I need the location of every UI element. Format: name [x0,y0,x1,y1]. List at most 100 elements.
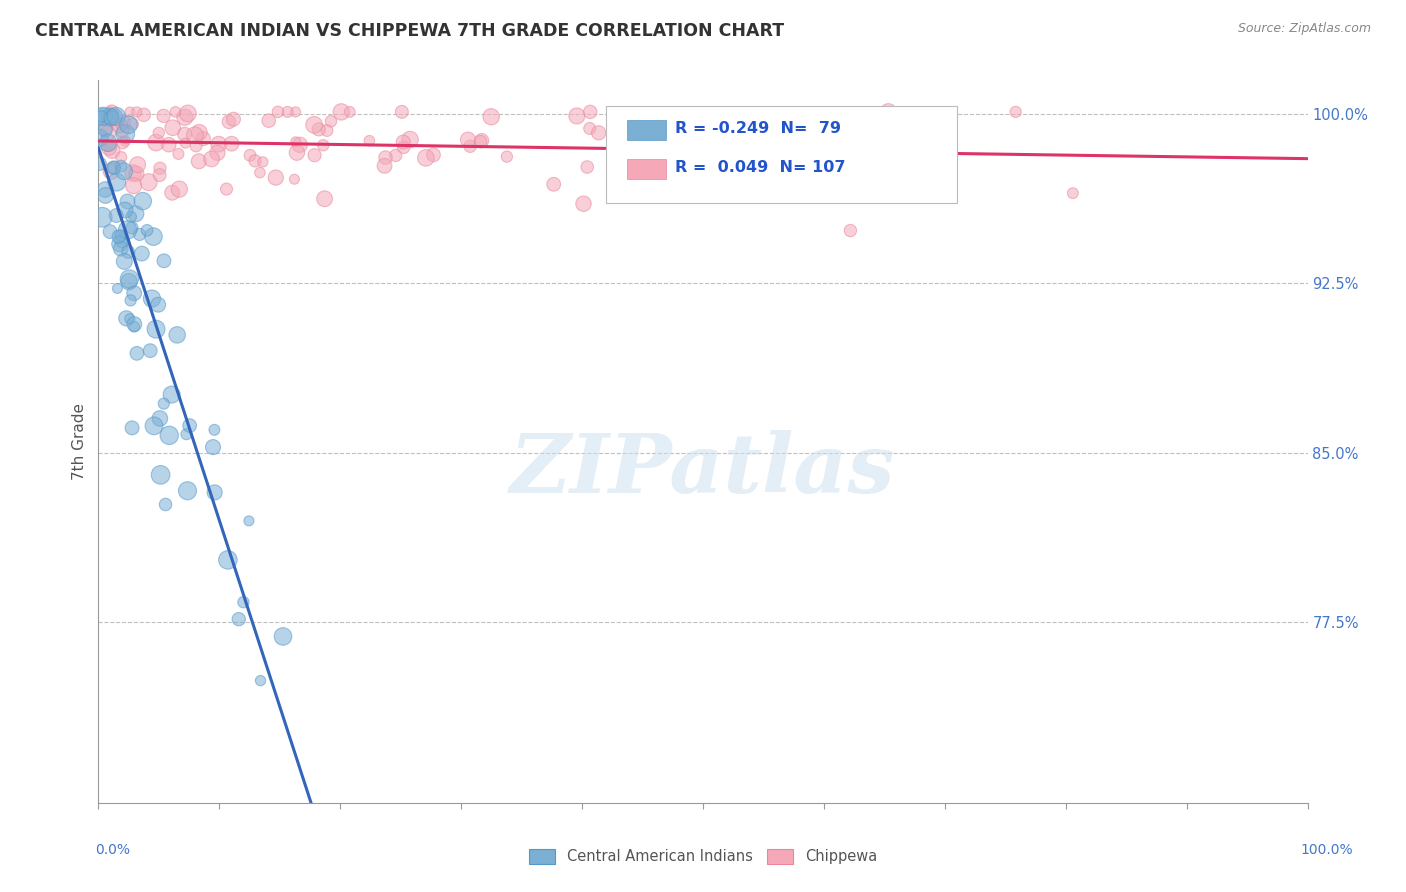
Y-axis label: 7th Grade: 7th Grade [72,403,87,480]
Point [415,151,437,165]
Point [284,135,307,149]
Point [239,148,262,162]
Point [193,131,215,145]
Text: R = -0.249  N=  79: R = -0.249 N= 79 [675,121,841,136]
Point [149,161,172,176]
Point [110,242,132,256]
Point [143,418,166,433]
Point [160,186,183,200]
Point [374,151,396,165]
Point [98,225,121,239]
Point [153,253,176,268]
Point [149,411,172,425]
Point [115,311,138,326]
Point [125,207,148,221]
Point [122,286,145,301]
Point [155,498,177,512]
Point [174,136,197,150]
Point [132,108,155,122]
Point [118,272,141,286]
Point [100,109,122,123]
Point [208,137,231,152]
Point [108,117,131,131]
Point [120,293,142,308]
Point [110,150,132,164]
Point [110,234,132,248]
Point [98,113,121,128]
Point [565,109,588,123]
Point [374,159,396,173]
Point [232,595,254,609]
Text: 0.0%: 0.0% [96,843,131,857]
Point [89,131,111,145]
Point [114,127,136,141]
Point [169,182,191,196]
Point [304,148,326,162]
Point [579,104,602,119]
Point [121,421,143,435]
Legend: Central American Indians, Chippewa: Central American Indians, Chippewa [529,849,877,864]
Point [121,117,143,131]
Point [122,178,145,193]
Point [249,166,271,180]
Point [179,418,201,433]
Point [470,135,492,149]
Point [98,104,121,119]
Point [267,104,290,119]
FancyBboxPatch shape [606,105,957,203]
Point [103,161,125,175]
Point [201,440,224,454]
Point [330,104,353,119]
Point [125,346,148,360]
Point [588,126,610,140]
Point [839,223,862,237]
Point [97,141,120,155]
Point [359,134,381,148]
Point [543,178,565,192]
Point [148,298,170,312]
Point [174,110,197,124]
Point [157,428,180,442]
Point [94,122,117,136]
Point [101,144,124,158]
Point [91,211,114,225]
Text: Source: ZipAtlas.com: Source: ZipAtlas.com [1237,22,1371,36]
Point [112,254,135,268]
Point [100,164,122,178]
Point [96,120,118,135]
Point [139,343,162,358]
Point [90,109,112,123]
Point [496,150,519,164]
Point [120,210,142,224]
Point [204,423,226,437]
Point [110,159,132,173]
Point [111,136,134,150]
Point [1004,104,1026,119]
Point [157,137,180,152]
Point [391,104,413,119]
Text: R =  0.049  N= 107: R = 0.049 N= 107 [675,161,845,175]
Point [578,121,600,136]
Point [249,673,271,688]
Point [104,109,127,123]
Point [118,104,141,119]
Point [118,311,141,326]
Point [264,170,287,185]
Point [117,194,139,209]
Point [103,161,125,175]
Point [228,612,250,626]
Point [160,387,183,401]
Text: 100.0%: 100.0% [1301,843,1353,857]
Point [118,275,141,289]
Point [277,104,299,119]
Point [669,117,692,131]
Point [215,182,238,196]
Point [392,140,415,154]
Point [152,396,174,410]
Point [724,136,747,150]
Point [207,145,229,160]
Point [96,138,118,153]
Point [90,109,112,123]
Point [122,319,145,334]
Point [877,104,900,119]
